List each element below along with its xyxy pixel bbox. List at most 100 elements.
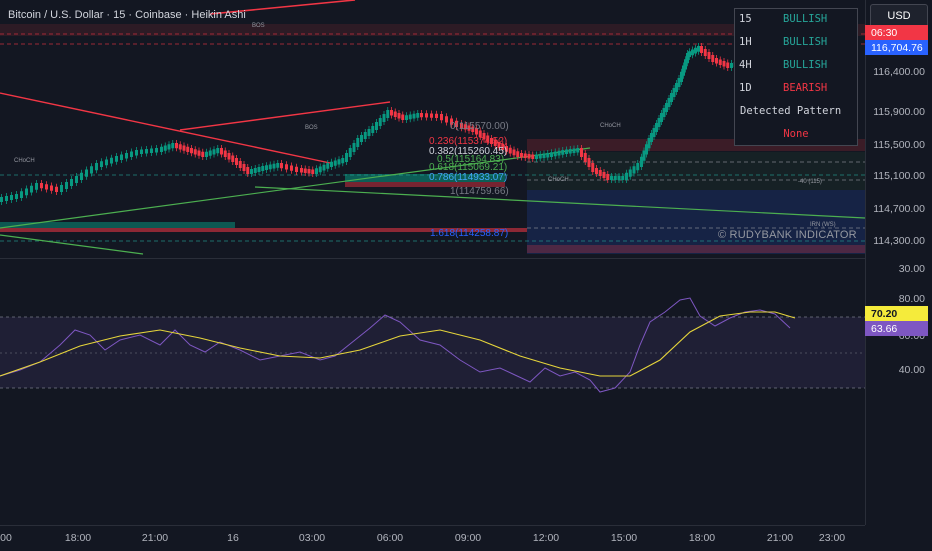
candle	[363, 132, 367, 139]
trend-line	[209, 0, 356, 15]
candle	[440, 114, 443, 121]
fib-level-1: 1(114759.66)	[450, 186, 509, 197]
fib-level-1618: 1.618(114258.87)	[430, 228, 509, 239]
candle	[115, 156, 118, 162]
candle	[580, 148, 583, 157]
candle	[642, 150, 646, 161]
candle	[238, 161, 242, 168]
demand-zone-left	[0, 222, 235, 228]
pane-divider[interactable]	[0, 258, 865, 259]
trend-line	[0, 234, 144, 255]
level-tag: -40 (115)	[798, 179, 822, 185]
candle	[382, 114, 386, 122]
chart-area[interactable]: Bitcoin / U.S. Dollar · 15 · Coinbase · …	[0, 0, 865, 525]
countdown-badge: 06:30	[865, 25, 928, 40]
candle	[408, 114, 412, 120]
candle	[182, 145, 186, 151]
candle	[565, 149, 568, 154]
candle	[435, 113, 438, 118]
symbol-title[interactable]: Bitcoin / U.S. Dollar · 15 · Coinbase · …	[8, 9, 246, 21]
candle	[700, 46, 703, 53]
candle	[201, 151, 205, 157]
candle	[268, 164, 272, 170]
candle	[212, 149, 216, 155]
candle	[512, 149, 516, 156]
rsi-line	[0, 297, 791, 393]
candle	[583, 153, 587, 162]
candle	[665, 103, 668, 112]
last-price-badge: 116,704.76	[865, 40, 928, 55]
candle	[718, 59, 722, 65]
price-tick: 114,300.00	[873, 235, 925, 247]
order-block-left	[0, 228, 527, 232]
price-axis[interactable]: 116,400.00 115,900.00 115,500.00 115,100…	[865, 0, 932, 525]
candle	[30, 185, 33, 193]
candle	[662, 108, 666, 117]
demand-zone	[345, 174, 505, 182]
candle	[613, 176, 617, 180]
candle	[322, 164, 326, 171]
candle	[265, 165, 268, 170]
candle	[330, 161, 333, 167]
candle	[276, 163, 280, 168]
candle	[0, 197, 3, 202]
rsi-tick: 80.00	[898, 293, 925, 305]
candle	[193, 149, 197, 155]
fib-level-05: 0.5(115164.83)	[437, 154, 505, 165]
candle	[617, 176, 621, 180]
candle	[167, 144, 171, 150]
candle	[205, 151, 208, 157]
candle	[628, 169, 632, 177]
candle	[253, 168, 257, 173]
candle	[227, 153, 231, 160]
candle	[295, 166, 298, 172]
candle	[516, 151, 520, 157]
candle	[650, 133, 653, 142]
candle	[15, 194, 18, 199]
candle	[715, 58, 718, 64]
candle	[235, 158, 238, 165]
candle	[652, 128, 656, 137]
candle	[557, 150, 561, 156]
candle	[10, 195, 13, 200]
candle	[401, 114, 405, 120]
candle	[378, 118, 382, 126]
time-tick: 15:00	[610, 532, 638, 544]
candle	[553, 151, 557, 157]
candle	[655, 123, 658, 132]
candle	[722, 61, 726, 67]
trend-line	[0, 92, 331, 164]
candle	[640, 156, 643, 167]
time-axis[interactable]: 00 18:00 21:00 16 03:00 06:00 09:00 12:0…	[0, 525, 865, 551]
candle	[223, 150, 227, 157]
candle	[460, 123, 463, 129]
timeframe-label: 1D	[739, 82, 752, 94]
candle	[280, 163, 283, 169]
rsi-tick: 30.00	[898, 263, 925, 275]
candle	[318, 166, 322, 173]
trend-line	[254, 186, 865, 219]
candle	[367, 129, 371, 136]
price-tick: 116,400.00	[873, 66, 925, 78]
candle	[425, 113, 428, 118]
candle	[352, 143, 356, 152]
candle	[546, 153, 550, 158]
choch-tag: CHoCH	[600, 123, 621, 129]
trend-table: 15 BULLISH 1H BULLISH 4H BULLISH 1D BEAR…	[734, 8, 858, 146]
candle	[386, 110, 390, 118]
candle	[257, 167, 261, 172]
candle	[645, 144, 648, 155]
candle	[632, 166, 636, 174]
candle	[356, 138, 360, 147]
candle	[45, 184, 48, 190]
candle	[538, 154, 542, 159]
rsi-ma-badge: 70.20	[865, 306, 928, 321]
candle	[531, 154, 535, 159]
candle	[100, 161, 103, 167]
candle	[478, 130, 482, 137]
candle	[420, 113, 423, 118]
candle	[5, 196, 8, 201]
candle	[501, 144, 505, 150]
timeframe-label: 4H	[739, 59, 752, 71]
fib-level-0236: 0.236(115374.52)	[429, 136, 508, 147]
